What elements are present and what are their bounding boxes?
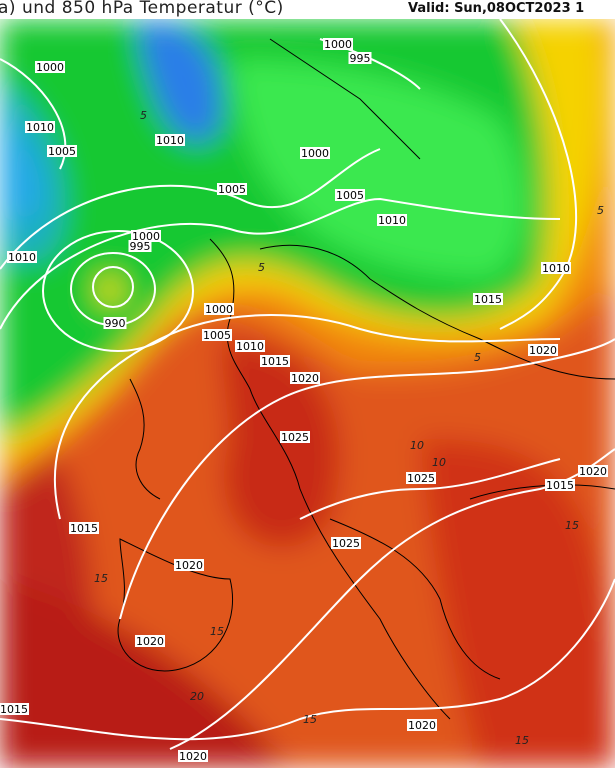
isobar-label: 1015 bbox=[546, 479, 574, 492]
isobar-label-bg bbox=[260, 355, 290, 367]
isobar-label-bg bbox=[578, 465, 608, 477]
map-header: a) und 850 hPa Temperatur (°C) Valid: Su… bbox=[0, 0, 615, 19]
isobar-label-bg bbox=[323, 38, 353, 50]
isobar-label: 1020 bbox=[408, 719, 436, 732]
isobar-label: 1020 bbox=[579, 465, 607, 478]
isobar-label: 1025 bbox=[332, 537, 360, 550]
isobar-label-bg bbox=[541, 262, 571, 274]
isobar-label: 1000 bbox=[301, 147, 329, 160]
isobar-label-bg bbox=[377, 214, 407, 226]
isobar-label-bg bbox=[103, 317, 127, 329]
isotherm-label: 15 bbox=[94, 572, 108, 585]
isotherm-label: 5 bbox=[474, 351, 481, 364]
isotherm-label: 5 bbox=[597, 204, 604, 217]
isotherm-label: 15 bbox=[210, 625, 224, 638]
isobar-label-bg bbox=[135, 635, 165, 647]
isobar-label: 1005 bbox=[218, 183, 246, 196]
isobar-label: 1025 bbox=[407, 472, 435, 485]
isobar-label-bg bbox=[331, 537, 361, 549]
isobar-label-bg bbox=[69, 522, 99, 534]
isobar-label: 1020 bbox=[529, 344, 557, 357]
isotherm-label: 5 bbox=[140, 109, 147, 122]
isobar-label-bg bbox=[25, 121, 55, 133]
map-title: a) und 850 hPa Temperatur (°C) bbox=[0, 0, 284, 18]
isobar-label-bg bbox=[47, 145, 77, 157]
isotherm-label: 15 bbox=[303, 713, 317, 726]
isobar-label: 995 bbox=[130, 240, 151, 253]
isobar-label-bg bbox=[178, 750, 208, 762]
isobar-label: 1010 bbox=[8, 251, 36, 264]
isobar-label-bg bbox=[235, 340, 265, 352]
isobar-label-bg bbox=[0, 703, 29, 715]
isobar-label-bg bbox=[545, 479, 575, 491]
isobar-label: 1015 bbox=[261, 355, 289, 368]
isobar-label-bg bbox=[174, 559, 204, 571]
isobar-label: 1015 bbox=[0, 703, 28, 716]
isobar-label-bg bbox=[348, 52, 372, 64]
isobar-label-bg bbox=[473, 293, 503, 305]
isotherm-label: 15 bbox=[565, 519, 579, 532]
isobar-label-bg bbox=[335, 189, 365, 201]
isotherm-label: 10 bbox=[432, 456, 446, 469]
isobar-label: 1000 bbox=[324, 38, 352, 51]
isobar-label: 1020 bbox=[179, 750, 207, 763]
isobar-label: 1000 bbox=[36, 61, 64, 74]
isobar-label-bg bbox=[131, 230, 161, 242]
isobar-label: 1010 bbox=[26, 121, 54, 134]
isobar-label-bg bbox=[202, 329, 232, 341]
isobar-label: 1010 bbox=[378, 214, 406, 227]
isotherm-label: 10 bbox=[410, 439, 424, 452]
isobar-label: 1000 bbox=[205, 303, 233, 316]
isobar-label-bg bbox=[280, 431, 310, 443]
isobar-label-bg bbox=[128, 240, 152, 252]
isobar-label: 1020 bbox=[136, 635, 164, 648]
coastlines bbox=[117, 38, 615, 720]
isobar-label-bg bbox=[528, 344, 558, 356]
isotherm-label: 20 bbox=[190, 690, 204, 703]
isobar-label: 990 bbox=[105, 317, 126, 330]
isobar-label: 1015 bbox=[474, 293, 502, 306]
isobar-label: 1005 bbox=[336, 189, 364, 202]
isobar-label-bg bbox=[204, 303, 234, 315]
isotherm-label: 5 bbox=[258, 261, 265, 274]
isobar-label-bg bbox=[7, 251, 37, 263]
isobar-label: 1010 bbox=[156, 134, 184, 147]
isobar-label: 1000 bbox=[132, 230, 160, 243]
isobar-label: 1020 bbox=[175, 559, 203, 572]
isobar-label-bg bbox=[407, 719, 437, 731]
isobar-label: 1005 bbox=[48, 145, 76, 158]
isotherm-label: 15 bbox=[515, 734, 529, 747]
isobar-label: 1010 bbox=[236, 340, 264, 353]
isobar-label: 995 bbox=[350, 52, 371, 65]
isobar-label-bg bbox=[300, 147, 330, 159]
isobar-label: 1010 bbox=[542, 262, 570, 275]
isobar-label-bg bbox=[406, 472, 436, 484]
valid-time: Valid: Sun,08OCT2023 1 bbox=[408, 1, 585, 16]
isobar-label-bg bbox=[35, 61, 65, 73]
temperature-field bbox=[0, 19, 615, 768]
isobar-label-bg bbox=[155, 134, 185, 146]
isobar-label: 1020 bbox=[291, 372, 319, 385]
isobar-label: 1025 bbox=[281, 431, 309, 444]
isobar-label: 1015 bbox=[70, 522, 98, 535]
isobar-label-bg bbox=[290, 372, 320, 384]
isobar-label: 1005 bbox=[203, 329, 231, 342]
isobar-label-bg bbox=[217, 183, 247, 195]
